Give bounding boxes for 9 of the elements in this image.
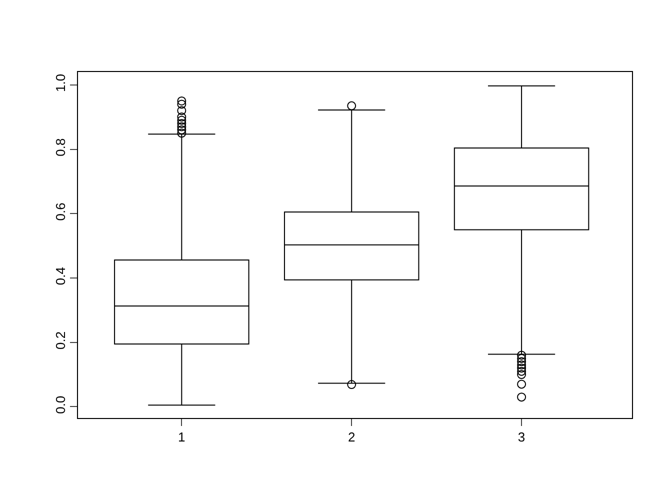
- y-tick-label: 0.4: [52, 267, 68, 286]
- y-tick-label: 0.6: [52, 202, 68, 221]
- x-tick-label: 1: [178, 430, 186, 445]
- y-tick-label: 0.2: [52, 331, 68, 350]
- y-tick-label: 0.8: [52, 138, 68, 156]
- y-tick-label: 0.0: [52, 396, 68, 414]
- x-tick-label: 3: [518, 430, 526, 445]
- x-tick-label: 2: [348, 430, 356, 445]
- y-tick-label: 1.0: [52, 74, 68, 92]
